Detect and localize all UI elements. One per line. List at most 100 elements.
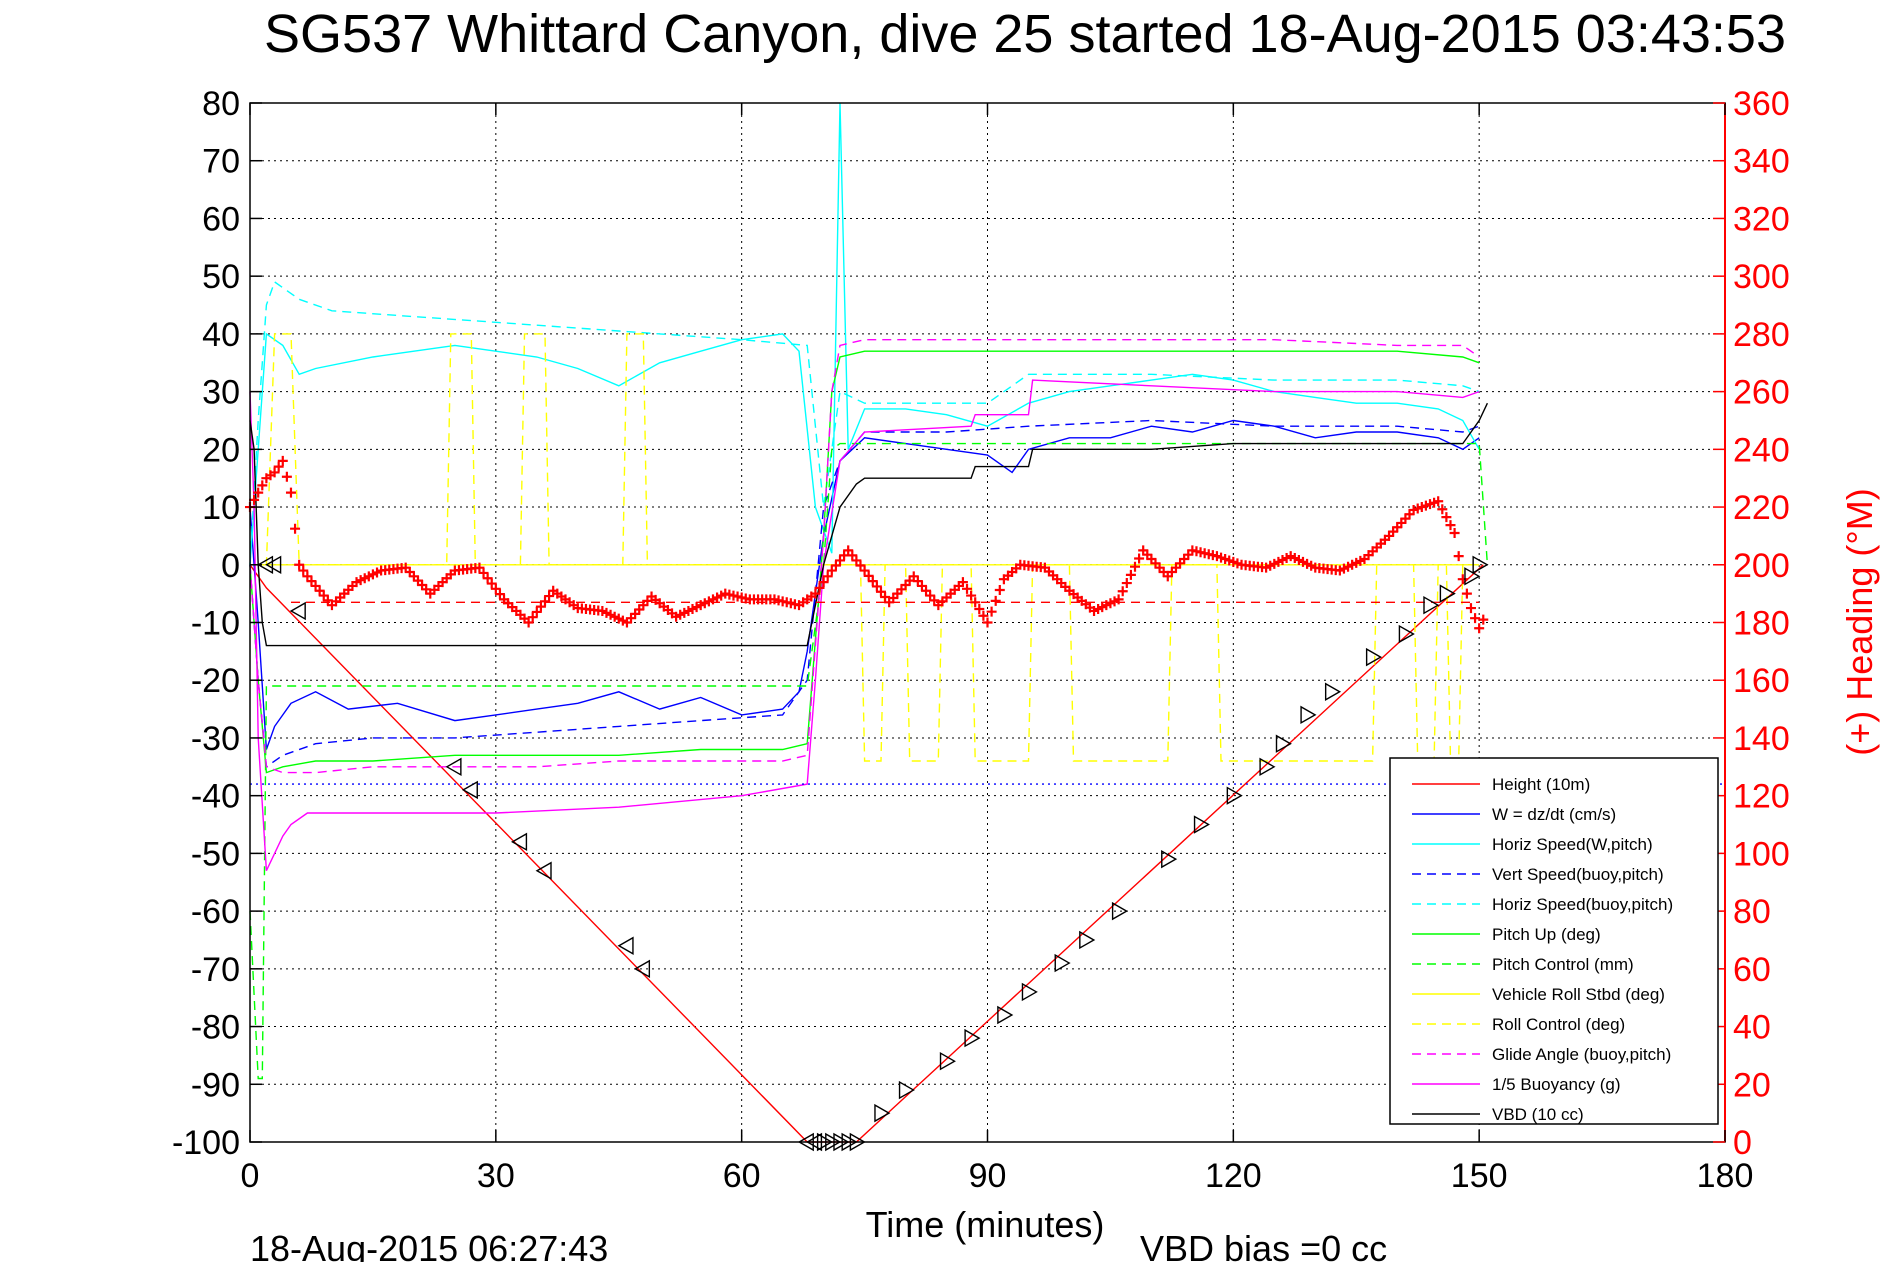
heading-point — [1121, 578, 1132, 589]
profile-marker — [265, 555, 282, 574]
heading-point — [257, 480, 268, 491]
x-tick-label: 180 — [1697, 1157, 1754, 1195]
x-axis-label: Time (minutes) — [866, 1204, 1105, 1245]
series-line-9 — [249, 339, 1480, 774]
legend-label: Roll Control (deg) — [1492, 1015, 1625, 1034]
y-left-tick-label: -50 — [191, 835, 240, 873]
profile-marker — [1472, 555, 1489, 574]
profile-marker — [939, 1051, 956, 1071]
heading-point — [982, 617, 993, 628]
profile-marker — [964, 1028, 981, 1048]
heading-point — [281, 471, 292, 482]
heading-point — [273, 461, 284, 472]
heading-point — [474, 562, 485, 573]
heading-point — [290, 523, 301, 534]
y-left-tick-label: 20 — [202, 431, 240, 469]
series-line-10 — [249, 379, 1480, 871]
profile-marker — [617, 936, 634, 955]
y-left-tick-label: 50 — [202, 258, 240, 296]
heading-point — [478, 567, 489, 578]
legend-label: Vehicle Roll Stbd (deg) — [1492, 985, 1665, 1004]
heading-point — [970, 597, 981, 608]
profile-marker — [445, 757, 462, 777]
heading-point — [843, 545, 854, 556]
y-right-tick-label: 300 — [1733, 258, 1790, 296]
heading-point — [1125, 569, 1136, 580]
y-left-tick-label: -30 — [191, 720, 240, 758]
profile-marker — [1300, 705, 1317, 725]
heading-point — [294, 559, 305, 570]
heading-point — [285, 487, 296, 498]
y-axis-left-ticks: 80 70 60 50 40 30 20 10 0 -10 -20 -30 -40 -50 -60 -70 -8… — [172, 85, 262, 1162]
heading-point — [974, 604, 985, 615]
heading-layer — [245, 455, 1489, 634]
profile-marker — [1054, 953, 1071, 973]
legend-label: Vert Speed(buoy,pitch) — [1492, 865, 1664, 884]
y-left-tick-label: 10 — [202, 489, 240, 527]
x-tick-label: 120 — [1205, 1157, 1262, 1195]
profile-marker — [535, 861, 552, 880]
heading-point — [1134, 553, 1145, 564]
heading-point — [986, 606, 997, 617]
x-tick-label: 30 — [477, 1157, 515, 1195]
y-right-tick-label: 60 — [1733, 951, 1771, 989]
heading-point — [847, 550, 858, 561]
y-right-tick-label: 140 — [1733, 720, 1790, 758]
heading-point — [1478, 614, 1489, 625]
y-right-tick-label: 240 — [1733, 431, 1790, 469]
y-right-tick-label: 320 — [1733, 200, 1790, 238]
heading-point — [494, 589, 505, 600]
heading-point — [1433, 496, 1444, 507]
heading-point — [814, 582, 825, 593]
profile-marker — [1324, 682, 1342, 701]
series-line-4 — [249, 280, 1480, 565]
legend-label: Pitch Up (deg) — [1492, 925, 1601, 944]
heading-point — [544, 591, 555, 602]
x-tick-label: 0 — [241, 1157, 260, 1195]
heading-point — [1457, 574, 1468, 585]
chart-title: SG537 Whittard Canyon, dive 25 started 1… — [264, 4, 1786, 64]
profile-marker — [1259, 757, 1276, 777]
heading-point — [1437, 504, 1448, 515]
heading-point — [990, 595, 1001, 606]
heading-point — [1130, 561, 1140, 572]
heading-point — [1113, 594, 1124, 605]
heading-point — [523, 617, 534, 628]
footer-timestamp: 18-Aug-2015 06:27:43 — [250, 1228, 608, 1262]
x-tick-label: 150 — [1451, 1157, 1508, 1195]
heading-point — [1441, 512, 1452, 523]
heading-point — [966, 590, 977, 601]
legend-label: 1/5 Buoyancy (g) — [1492, 1075, 1621, 1094]
footer-vbd-bias: VBD bias =0 cc — [1140, 1228, 1387, 1262]
profile-marker — [898, 1080, 915, 1100]
profile-marker — [1079, 930, 1096, 950]
heading-point — [1117, 586, 1128, 597]
legend: Height (10m) W = dz/dt (cm/s) Horiz Speed(… — [1389, 757, 1719, 1125]
profile-marker — [1464, 567, 1481, 586]
y-left-tick-label: 60 — [202, 200, 240, 238]
heading-point — [1449, 528, 1460, 539]
legend-box — [1389, 757, 1719, 1125]
profile-marker — [1423, 595, 1440, 615]
heading-point — [277, 455, 288, 466]
profile-marker — [1365, 647, 1383, 667]
heading-point — [490, 583, 501, 594]
y-left-tick-label: -100 — [172, 1124, 240, 1162]
heading-point — [830, 560, 841, 571]
heading-point — [822, 571, 833, 582]
profile-marker — [256, 555, 274, 574]
y-left-tick-label: 30 — [202, 374, 240, 412]
series-line-8 — [250, 333, 1484, 762]
heading-point — [482, 573, 493, 584]
legend-label: Pitch Control (mm) — [1492, 955, 1634, 974]
y-right-tick-label: 20 — [1733, 1066, 1771, 1104]
heading-point — [810, 588, 821, 599]
x-tick-label: 60 — [723, 1157, 761, 1195]
y-right-tick-label: 340 — [1733, 143, 1790, 181]
heading-point — [978, 610, 989, 621]
profile-marker — [1398, 624, 1415, 644]
profile-marker — [1161, 849, 1178, 869]
heading-point — [1465, 603, 1476, 614]
heading-point — [859, 565, 870, 576]
